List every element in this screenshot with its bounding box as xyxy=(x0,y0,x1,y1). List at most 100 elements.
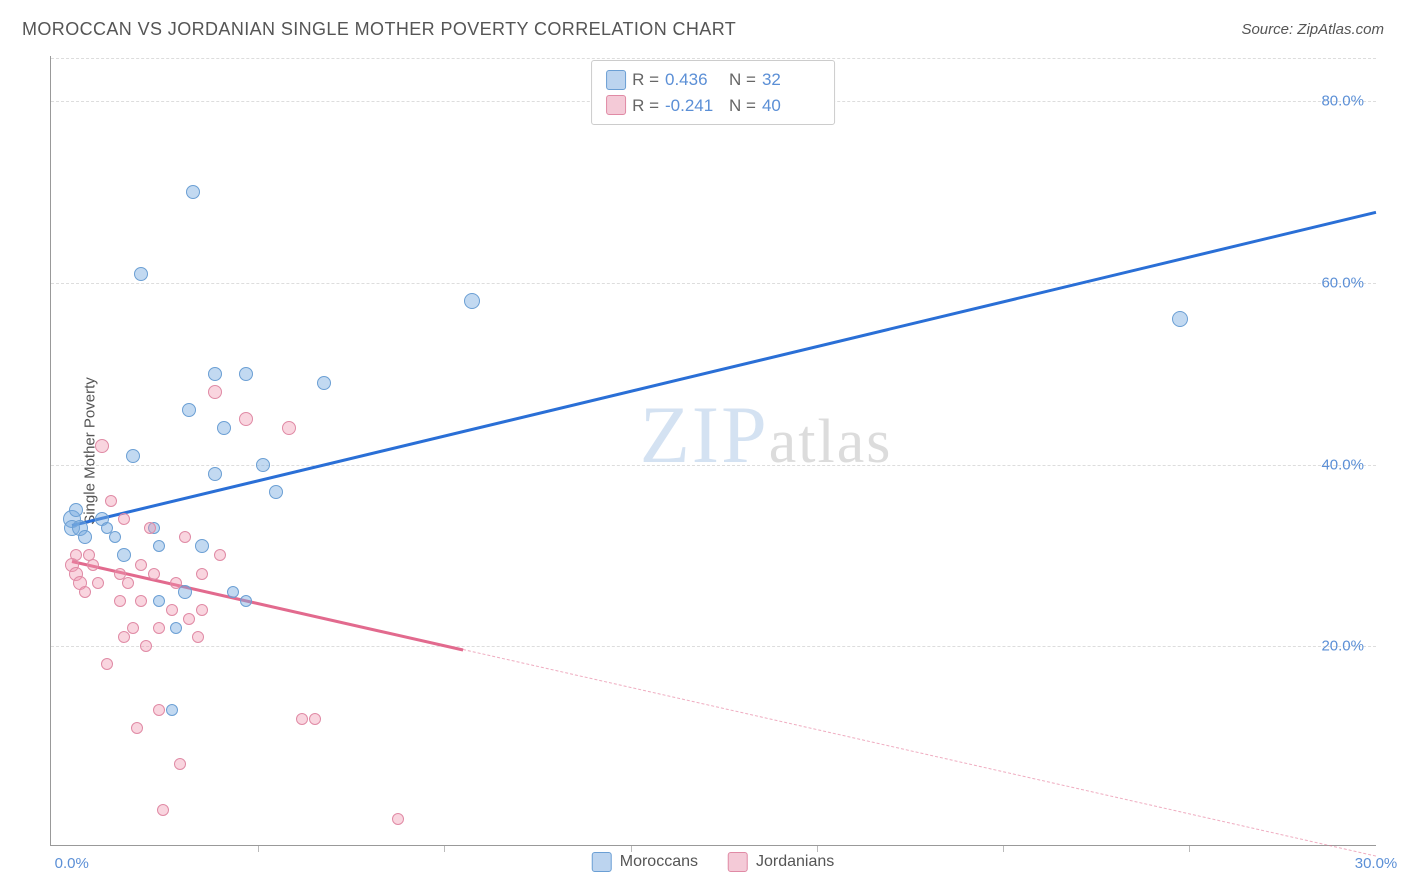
legend-swatch-bottom-1 xyxy=(728,852,748,872)
data-point-jordanians xyxy=(296,713,308,725)
data-point-moroccans xyxy=(186,185,200,199)
data-point-moroccans xyxy=(170,622,182,634)
data-point-jordanians xyxy=(166,604,178,616)
data-point-jordanians xyxy=(282,421,296,435)
data-point-jordanians xyxy=(170,577,182,589)
legend-label-moroccans: Moroccans xyxy=(620,853,698,871)
data-point-jordanians xyxy=(127,622,139,634)
data-point-jordanians xyxy=(135,595,147,607)
data-point-jordanians xyxy=(239,412,253,426)
data-point-moroccans xyxy=(317,376,331,390)
data-point-moroccans xyxy=(256,458,270,472)
data-point-moroccans xyxy=(208,467,222,481)
data-point-moroccans xyxy=(217,421,231,435)
x-tick-mark xyxy=(444,846,445,852)
data-point-moroccans xyxy=(153,595,165,607)
data-point-jordanians xyxy=(192,631,204,643)
y-tick-label: 40.0% xyxy=(1321,456,1364,473)
data-point-moroccans xyxy=(78,530,92,544)
data-point-jordanians xyxy=(70,549,82,561)
data-point-moroccans xyxy=(269,485,283,499)
data-point-jordanians xyxy=(196,568,208,580)
gridline-h xyxy=(51,465,1376,466)
legend-swatch-moroccans xyxy=(606,70,626,90)
legend-stats-row-1: R = -0.241 N = 40 xyxy=(606,93,820,119)
data-point-moroccans xyxy=(464,293,480,309)
data-point-moroccans xyxy=(1172,311,1188,327)
n-label-1: N = xyxy=(729,93,756,119)
data-point-moroccans xyxy=(69,503,83,517)
title-bar: MOROCCAN VS JORDANIAN SINGLE MOTHER POVE… xyxy=(22,14,1384,44)
data-point-moroccans xyxy=(195,539,209,553)
gridline-h xyxy=(51,58,1376,59)
plot-area: Single Mother Poverty ZIPatlas 20.0%40.0… xyxy=(50,56,1376,846)
data-point-jordanians xyxy=(95,439,109,453)
n-label-0: N = xyxy=(729,67,756,93)
legend-stats: R = 0.436 N = 32 R = -0.241 N = 40 xyxy=(591,60,835,125)
n-value-1: 40 xyxy=(762,93,820,119)
x-tick-label: 0.0% xyxy=(55,855,89,872)
data-point-moroccans xyxy=(117,548,131,562)
data-point-jordanians xyxy=(309,713,321,725)
data-point-moroccans xyxy=(153,540,165,552)
data-point-jordanians xyxy=(140,640,152,652)
data-point-moroccans xyxy=(134,267,148,281)
data-point-jordanians xyxy=(114,595,126,607)
data-point-jordanians xyxy=(392,813,404,825)
data-point-jordanians xyxy=(214,549,226,561)
legend-swatch-bottom-0 xyxy=(592,852,612,872)
r-value-1: -0.241 xyxy=(665,93,723,119)
data-point-moroccans xyxy=(227,586,239,598)
data-point-jordanians xyxy=(101,658,113,670)
legend-label-jordanians: Jordanians xyxy=(756,853,834,871)
regression-line-dashed-jordanians xyxy=(463,649,1376,857)
data-point-jordanians xyxy=(105,495,117,507)
data-point-jordanians xyxy=(87,559,99,571)
r-label-0: R = xyxy=(632,67,659,93)
data-point-jordanians xyxy=(183,613,195,625)
data-point-jordanians xyxy=(179,531,191,543)
y-tick-label: 20.0% xyxy=(1321,638,1364,655)
legend-swatch-jordanians xyxy=(606,95,626,115)
gridline-h xyxy=(51,646,1376,647)
n-value-0: 32 xyxy=(762,67,820,93)
gridline-h xyxy=(51,283,1376,284)
data-point-jordanians xyxy=(174,758,186,770)
data-point-jordanians xyxy=(208,385,222,399)
data-point-jordanians xyxy=(135,559,147,571)
regression-line-moroccans xyxy=(71,210,1376,526)
legend-series: Moroccans Jordanians xyxy=(592,852,835,872)
data-point-moroccans xyxy=(182,403,196,417)
x-tick-mark xyxy=(1003,846,1004,852)
data-point-jordanians xyxy=(79,586,91,598)
data-point-jordanians xyxy=(196,604,208,616)
data-point-jordanians xyxy=(118,513,130,525)
y-tick-label: 60.0% xyxy=(1321,275,1364,292)
chart-title: MOROCCAN VS JORDANIAN SINGLE MOTHER POVE… xyxy=(22,19,736,40)
r-value-0: 0.436 xyxy=(665,67,723,93)
x-tick-label: 30.0% xyxy=(1355,855,1398,872)
data-point-jordanians xyxy=(131,722,143,734)
data-point-jordanians xyxy=(148,568,160,580)
data-point-moroccans xyxy=(166,704,178,716)
data-point-moroccans xyxy=(240,595,252,607)
regression-line-jordanians xyxy=(71,560,463,651)
data-point-moroccans xyxy=(239,367,253,381)
legend-item-jordanians: Jordanians xyxy=(728,852,834,872)
data-point-jordanians xyxy=(122,577,134,589)
data-point-moroccans xyxy=(109,531,121,543)
r-label-1: R = xyxy=(632,93,659,119)
source-label: Source: ZipAtlas.com xyxy=(1241,21,1384,38)
x-tick-mark xyxy=(258,846,259,852)
data-point-moroccans xyxy=(126,449,140,463)
data-point-jordanians xyxy=(153,704,165,716)
data-point-moroccans xyxy=(208,367,222,381)
y-tick-label: 80.0% xyxy=(1321,93,1364,110)
render-layer: 20.0%40.0%60.0%80.0%0.0%30.0% xyxy=(50,56,1376,846)
legend-stats-row-0: R = 0.436 N = 32 xyxy=(606,67,820,93)
data-point-jordanians xyxy=(118,631,130,643)
data-point-jordanians xyxy=(92,577,104,589)
data-point-jordanians xyxy=(153,622,165,634)
data-point-jordanians xyxy=(144,522,156,534)
x-tick-mark xyxy=(1189,846,1190,852)
